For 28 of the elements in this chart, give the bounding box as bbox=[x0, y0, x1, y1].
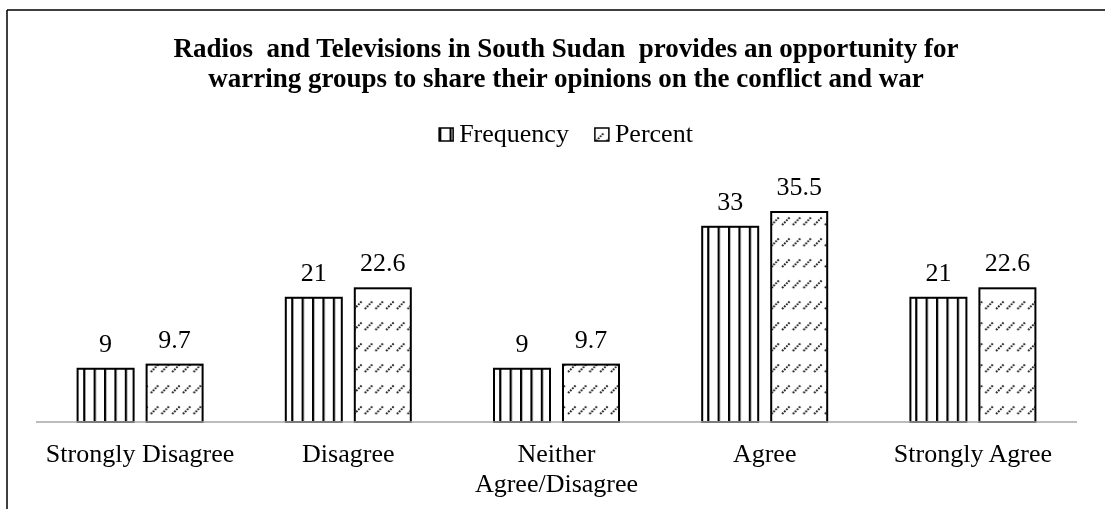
data-label: 9 bbox=[99, 328, 113, 358]
bar bbox=[145, 363, 204, 423]
data-label: 22.6 bbox=[360, 248, 406, 278]
bar bbox=[909, 296, 968, 423]
chart-title: Radios and Televisions in South Sudan provides an opportunity for warring groups to share their opinions on the conflict and war bbox=[173, 33, 959, 93]
legend-label: Frequency bbox=[459, 119, 569, 148]
bar bbox=[562, 363, 620, 423]
bar bbox=[353, 287, 412, 423]
data-label: 9 bbox=[515, 328, 529, 358]
data-label: 22.6 bbox=[984, 248, 1031, 278]
x-tick-label: Agree bbox=[732, 439, 797, 468]
bar bbox=[770, 211, 829, 423]
x-tick-label: Disagree bbox=[302, 439, 395, 468]
data-label: 35.5 bbox=[776, 172, 822, 201]
bar bbox=[493, 367, 551, 423]
bar bbox=[978, 287, 1037, 423]
bar bbox=[701, 225, 760, 423]
bar bbox=[76, 367, 135, 423]
x-tick-label: Neither Agree/Disagree bbox=[474, 439, 639, 498]
data-label: 21 bbox=[300, 257, 327, 287]
data-label: 21 bbox=[925, 257, 952, 287]
data-label: 33 bbox=[717, 186, 744, 216]
x-tick-label: Strongly Agree bbox=[893, 439, 1052, 468]
legend-label: Percent bbox=[614, 119, 694, 148]
x-tick-label: Strongly Disagree bbox=[45, 439, 235, 468]
data-label: 9.7 bbox=[158, 324, 191, 354]
bar bbox=[284, 296, 343, 423]
data-label: 9.7 bbox=[574, 324, 608, 354]
